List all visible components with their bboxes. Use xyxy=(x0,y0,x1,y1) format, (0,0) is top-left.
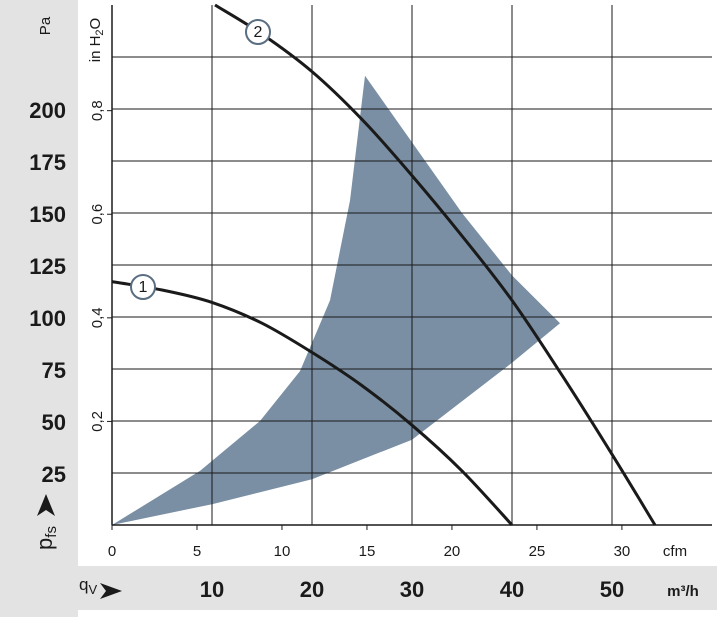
x-arrow xyxy=(100,583,122,599)
y-symbol-main: p xyxy=(32,538,57,550)
x2-tick-label: 0 xyxy=(108,543,116,560)
operating-area xyxy=(112,75,560,525)
x-tick-label: 10 xyxy=(200,577,224,602)
curve-badge xyxy=(245,19,271,45)
y2-unit-end: O xyxy=(87,18,104,30)
x2-tick-label: 25 xyxy=(529,543,546,560)
x2-unit: cfm xyxy=(663,543,687,560)
y2-tick-label: 0,4 xyxy=(89,307,106,328)
y-tick-label: 100 xyxy=(29,306,66,331)
curve xyxy=(111,280,514,527)
x2-tick-label: 20 xyxy=(444,543,461,560)
y-unit: Pa xyxy=(37,16,54,35)
x-tick-label: 50 xyxy=(600,577,624,602)
x-symbol-main: q xyxy=(79,575,88,594)
y-tick-label: 50 xyxy=(42,410,66,435)
x-tick-label: 40 xyxy=(500,577,524,602)
x-symbol: qV xyxy=(79,575,97,597)
y-tick-label: 200 xyxy=(29,98,66,123)
y2-unit-main: in H xyxy=(87,36,104,63)
x-tick-label: 30 xyxy=(400,577,424,602)
x2-tick-label: 10 xyxy=(274,543,291,560)
curve-badge xyxy=(130,274,156,300)
y-tick-label: 175 xyxy=(29,150,66,175)
bottom-edge xyxy=(78,610,717,617)
x-tick-label: 20 xyxy=(300,577,324,602)
x2-tick-label: 15 xyxy=(359,543,376,560)
y-tick-label: 150 xyxy=(29,202,66,227)
y-symbol-sub: fs xyxy=(43,526,60,538)
y-tick-label: 75 xyxy=(42,358,66,383)
legend-label: 2 xyxy=(254,24,263,41)
y-symbol: pfs xyxy=(32,526,60,550)
y2-unit-sub: 2 xyxy=(94,29,106,35)
x2-tick-label: 5 xyxy=(193,543,201,560)
legend-label: 1 xyxy=(139,279,148,296)
y2-unit: in H2O xyxy=(87,18,106,62)
x-unit: m³/h xyxy=(667,583,699,600)
y-arrow xyxy=(37,494,55,516)
y2-tick-label: 0,2 xyxy=(89,411,106,432)
curve xyxy=(214,3,657,526)
y-tick-label: 25 xyxy=(42,462,66,487)
y-tick-label: 125 xyxy=(29,254,66,279)
x-symbol-sub: V xyxy=(88,582,97,597)
y2-tick-label: 0,6 xyxy=(89,204,106,225)
y2-tick-label: 0,8 xyxy=(89,100,106,121)
x2-tick-label: 30 xyxy=(614,543,631,560)
